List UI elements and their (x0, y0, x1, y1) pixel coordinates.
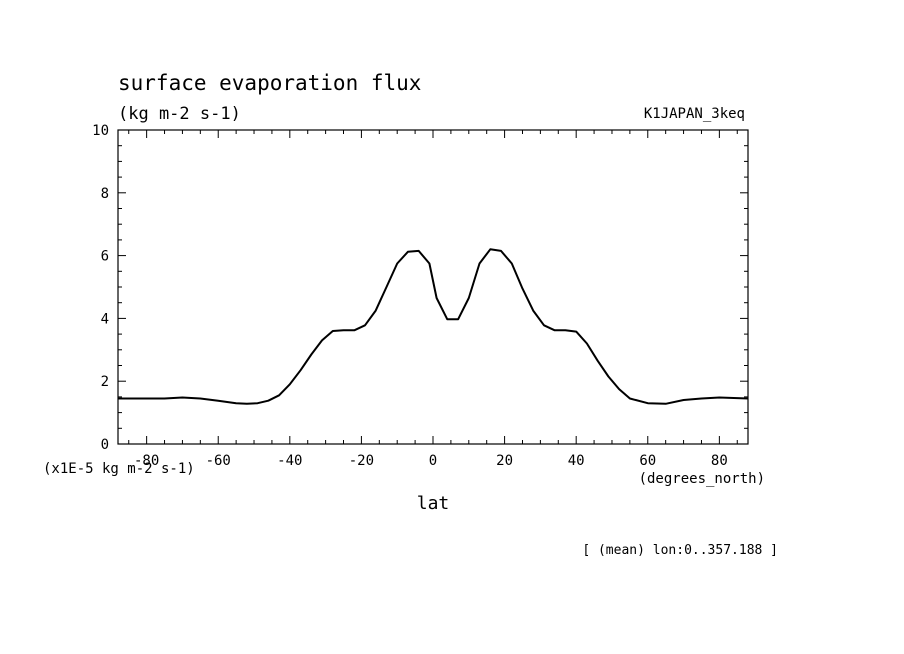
y-tick-label: 6 (101, 249, 109, 265)
x-axis-label: lat (417, 493, 450, 514)
x-tick-label: 80 (711, 453, 728, 469)
x-tick-label: -60 (206, 453, 231, 469)
x-tick-label: 20 (496, 453, 513, 469)
y-tick-label: 8 (101, 186, 109, 202)
y-tick-label: 0 (101, 437, 109, 453)
y-tick-label: 4 (101, 311, 109, 327)
y-tick-label: 10 (92, 123, 109, 139)
x-tick-label: -80 (134, 453, 159, 469)
x-tick-label: 60 (639, 453, 656, 469)
plot-axes: -80 -60 -40 -20 0 20 40 60 80 0 2 4 6 8 10 (92, 123, 749, 469)
units-label: (kg m-2 s-1) (118, 104, 241, 124)
x-tick-label: 40 (568, 453, 585, 469)
footnote: [ (mean) lon:0..357.188 ] (582, 543, 778, 558)
data-series (118, 248, 749, 405)
x-units-label: (degrees_north) (639, 471, 765, 487)
dataset-label: K1JAPAN_3keq (644, 106, 745, 122)
chart-title: surface evaporation flux (118, 71, 421, 95)
x-tick-label: -40 (277, 453, 302, 469)
y-tick-label: 2 (101, 374, 109, 390)
series-line (118, 248, 749, 405)
x-tick-label: 0 (429, 453, 437, 469)
x-tick-label: -20 (349, 453, 374, 469)
plot-frame (117, 129, 749, 445)
y-scale-label: (x1E-5 kg m-2 s-1) (43, 461, 195, 477)
